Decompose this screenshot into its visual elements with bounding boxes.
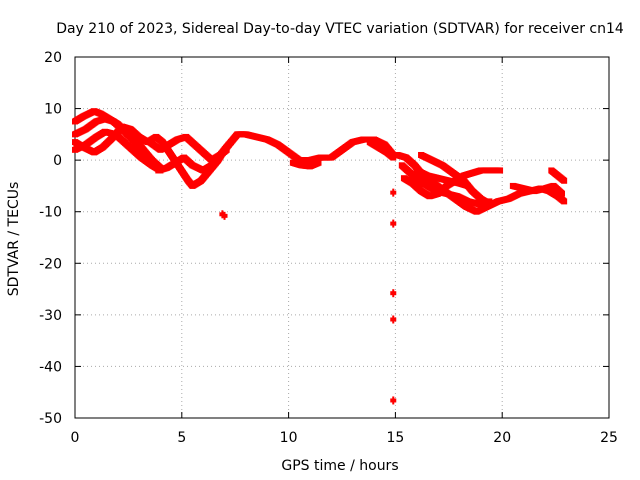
data-point <box>559 190 566 197</box>
x-tick-label: 0 <box>71 430 80 446</box>
y-tick-label: -10 <box>39 205 62 221</box>
y-tick-label: -30 <box>39 308 62 324</box>
series-track-h <box>289 159 322 170</box>
series-track-n <box>413 167 472 189</box>
data-point <box>486 200 493 207</box>
data-point <box>392 219 395 228</box>
y-tick-label: -50 <box>39 411 62 427</box>
data-point <box>561 198 568 205</box>
axis-ticks: 0 5 10 15 20 25 -50 -40 -30 -20 -10 0 10 20 <box>39 50 618 446</box>
data-point <box>392 289 395 298</box>
data-point <box>390 154 397 161</box>
x-axis-label: GPS time / hours <box>281 458 398 474</box>
series-track-f <box>146 133 230 164</box>
grid <box>75 57 609 418</box>
data-point <box>315 159 322 166</box>
x-tick-label: 10 <box>280 430 298 446</box>
y-tick-label: 20 <box>44 50 62 66</box>
x-tick-label: 15 <box>386 430 404 446</box>
series-track-p <box>548 167 568 184</box>
y-tick-label: -40 <box>39 359 62 375</box>
y-axis-label: SDTVAR / TECUs <box>6 182 22 297</box>
data-point <box>223 146 230 153</box>
y-tick-label: 10 <box>44 102 62 118</box>
x-tick-label: 5 <box>177 430 186 446</box>
y-tick-label: -20 <box>39 256 62 272</box>
data-point <box>392 315 395 324</box>
data-points <box>72 108 568 405</box>
series-track-i <box>366 139 397 161</box>
plot-area-frame <box>74 56 610 419</box>
y-tick-label: 0 <box>53 153 62 169</box>
data-point <box>561 177 568 184</box>
series-isolated <box>219 188 397 405</box>
data-point <box>392 396 395 405</box>
x-tick-label: 20 <box>493 430 511 446</box>
data-point <box>223 211 226 220</box>
data-point <box>392 188 395 197</box>
series-track-o <box>509 182 566 197</box>
data-point <box>465 182 472 189</box>
x-tick-label: 25 <box>600 430 618 446</box>
data-point <box>497 167 504 174</box>
chart-title: Day 210 of 2023, Sidereal Day-to-day VTE… <box>56 21 624 37</box>
